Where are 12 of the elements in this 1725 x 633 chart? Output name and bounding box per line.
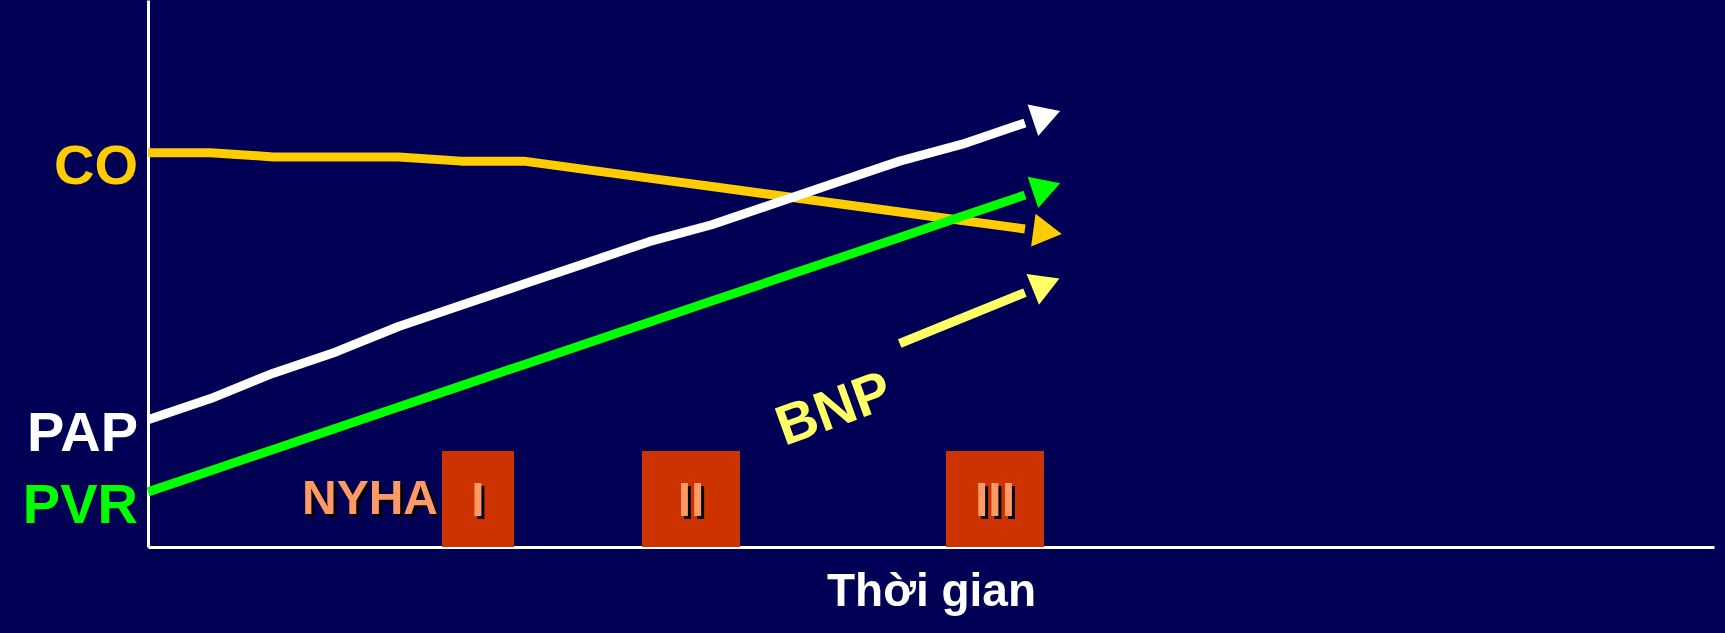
annotation: II [677,471,705,527]
series-label: CO [54,132,138,196]
class-box: II [642,451,740,547]
annotation: III [974,471,1015,527]
x-axis-title: Thời gian [826,563,1037,616]
series-label: PVR [22,471,138,535]
series-label: PAP [27,399,138,463]
annotation: I [471,471,485,527]
class-box: I [442,451,514,547]
annotation: NYHA [301,470,438,525]
text: BNP [767,357,900,458]
class-box: III [946,451,1044,547]
